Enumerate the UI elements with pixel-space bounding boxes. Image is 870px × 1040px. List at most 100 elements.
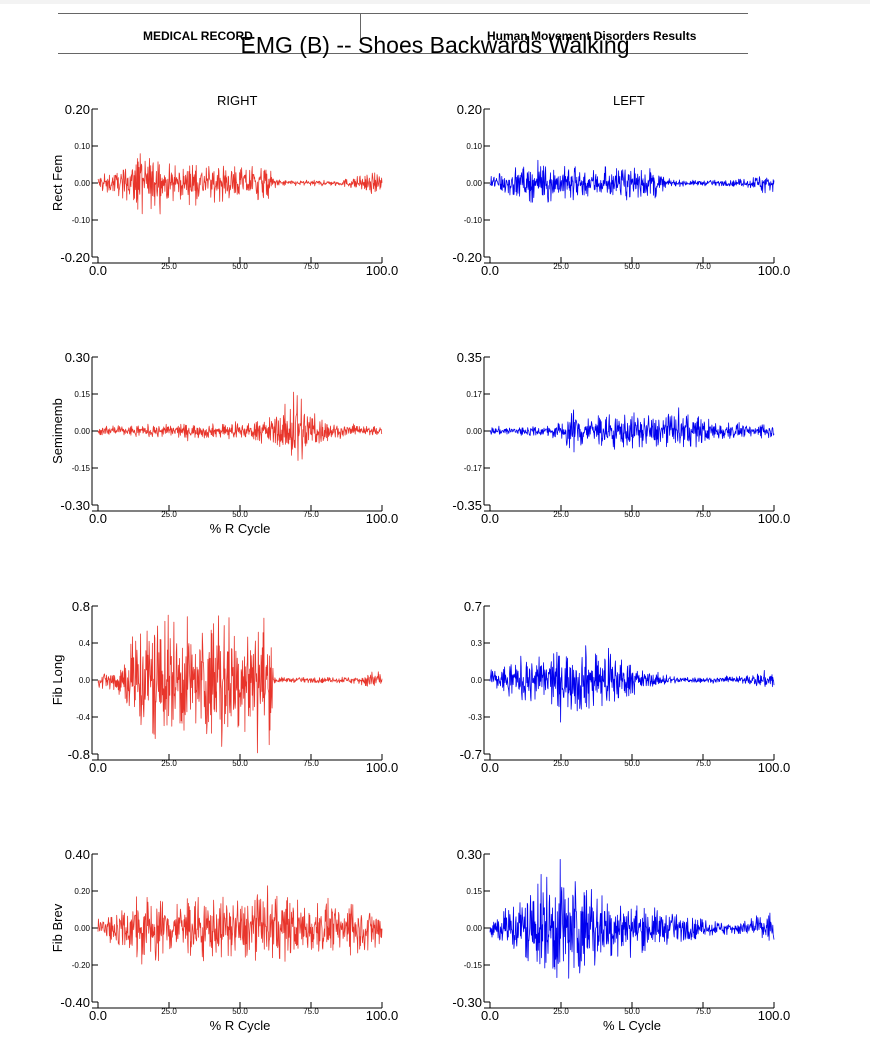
y-tick-label-right-0: 0.00 bbox=[74, 179, 90, 188]
y-tick-label-right-3: 0.00 bbox=[74, 924, 90, 933]
emg-trace-right-2 bbox=[97, 614, 383, 754]
x-tick-label-left-0: 50.0 bbox=[624, 262, 640, 271]
y-tick-label-right-1: -0.15 bbox=[72, 464, 91, 473]
y-tick-label-left-2: 0.3 bbox=[471, 639, 483, 648]
y-tick-label-left-2: 0.0 bbox=[471, 676, 483, 685]
x-tick-label-left-2: 100.0 bbox=[758, 760, 791, 775]
y-tick-label-right-2: -0.8 bbox=[68, 747, 90, 762]
y-axis-label-right-0: Rect Fem bbox=[50, 155, 65, 211]
y-tick-label-right-1: 0.00 bbox=[74, 427, 90, 436]
x-tick-label-right-3: 75.0 bbox=[303, 1007, 319, 1016]
y-tick-label-left-3: -0.15 bbox=[464, 961, 483, 970]
y-tick-label-left-3: -0.30 bbox=[452, 995, 482, 1010]
x-tick-label-right-0: 100.0 bbox=[366, 263, 399, 278]
x-tick-label-left-2: 50.0 bbox=[624, 759, 640, 768]
emg-trace-left-2 bbox=[489, 645, 775, 723]
y-tick-label-left-3: 0.00 bbox=[466, 924, 482, 933]
y-tick-label-right-3: 0.40 bbox=[65, 847, 90, 862]
x-axis-label-left-3: % L Cycle bbox=[603, 1018, 661, 1033]
x-axis-label-right-3: % R Cycle bbox=[210, 1018, 271, 1033]
header-top-rule bbox=[58, 13, 748, 14]
emg-trace-left-1 bbox=[489, 407, 775, 453]
x-tick-label-left-0: 75.0 bbox=[695, 262, 711, 271]
emg-trace-right-1 bbox=[97, 391, 383, 461]
y-axis-label-right-3: Fib Brev bbox=[50, 903, 65, 952]
x-tick-label-right-2: 0.0 bbox=[89, 760, 107, 775]
y-tick-label-right-2: 0.4 bbox=[79, 639, 91, 648]
y-tick-label-right-2: 0.8 bbox=[72, 599, 90, 614]
x-tick-label-left-1: 25.0 bbox=[553, 510, 569, 519]
x-tick-label-right-1: 75.0 bbox=[303, 510, 319, 519]
right-column-heading: RIGHT bbox=[217, 93, 258, 108]
medical-record-label: MEDICAL RECORD bbox=[143, 29, 253, 43]
y-tick-label-right-1: 0.15 bbox=[74, 390, 90, 399]
y-tick-label-left-0: -0.20 bbox=[452, 250, 482, 265]
y-tick-label-right-2: -0.4 bbox=[76, 713, 90, 722]
y-tick-label-left-1: -0.17 bbox=[464, 464, 483, 473]
y-tick-label-right-1: -0.30 bbox=[60, 498, 90, 513]
x-tick-label-right-3: 0.0 bbox=[89, 1008, 107, 1023]
y-tick-label-left-1: 0.00 bbox=[466, 427, 482, 436]
x-tick-label-right-2: 25.0 bbox=[161, 759, 177, 768]
x-tick-label-right-1: 100.0 bbox=[366, 511, 399, 526]
y-tick-label-left-1: -0.35 bbox=[452, 498, 482, 513]
x-tick-label-left-1: 100.0 bbox=[758, 511, 791, 526]
x-tick-label-left-3: 100.0 bbox=[758, 1008, 791, 1023]
x-tick-label-left-3: 50.0 bbox=[624, 1007, 640, 1016]
page-title: EMG (B) -- Shoes Backwards Walking bbox=[240, 32, 630, 58]
y-tick-label-right-3: -0.20 bbox=[72, 961, 91, 970]
x-tick-label-left-2: 75.0 bbox=[695, 759, 711, 768]
x-tick-label-right-0: 75.0 bbox=[303, 262, 319, 271]
y-tick-label-left-1: 0.35 bbox=[457, 350, 482, 365]
y-tick-label-right-1: 0.30 bbox=[65, 350, 90, 365]
x-tick-label-right-0: 0.0 bbox=[89, 263, 107, 278]
x-tick-label-right-0: 50.0 bbox=[232, 262, 248, 271]
emg-trace-left-3 bbox=[489, 859, 775, 979]
top-strip bbox=[0, 0, 870, 4]
y-tick-label-right-0: -0.10 bbox=[72, 216, 91, 225]
x-tick-label-left-0: 25.0 bbox=[553, 262, 569, 271]
y-tick-label-right-0: 0.10 bbox=[74, 142, 90, 151]
emg-trace-right-3 bbox=[97, 885, 383, 965]
x-tick-label-left-1: 0.0 bbox=[481, 511, 499, 526]
x-tick-label-right-1: 25.0 bbox=[161, 510, 177, 519]
x-tick-label-right-2: 75.0 bbox=[303, 759, 319, 768]
y-tick-label-left-1: 0.17 bbox=[466, 390, 482, 399]
y-tick-label-left-0: 0.20 bbox=[457, 102, 482, 117]
x-tick-label-left-0: 0.0 bbox=[481, 263, 499, 278]
y-tick-label-right-2: 0.0 bbox=[79, 676, 91, 685]
header-bottom-rule bbox=[58, 53, 748, 54]
y-tick-label-left-0: 0.00 bbox=[466, 179, 482, 188]
x-tick-label-left-0: 100.0 bbox=[758, 263, 791, 278]
x-tick-label-right-3: 25.0 bbox=[161, 1007, 177, 1016]
emg-trace-left-0 bbox=[489, 159, 775, 203]
x-tick-label-left-3: 0.0 bbox=[481, 1008, 499, 1023]
y-tick-label-right-0: -0.20 bbox=[60, 250, 90, 265]
y-tick-label-right-3: -0.40 bbox=[60, 995, 90, 1010]
x-tick-label-right-0: 25.0 bbox=[161, 262, 177, 271]
x-tick-label-right-3: 100.0 bbox=[366, 1008, 399, 1023]
results-header-label: Human Movement Disorders Results bbox=[487, 29, 697, 43]
x-axis-label-right-1: % R Cycle bbox=[210, 521, 271, 536]
y-tick-label-left-3: 0.30 bbox=[457, 847, 482, 862]
y-tick-label-right-0: 0.20 bbox=[65, 102, 90, 117]
x-tick-label-left-1: 50.0 bbox=[624, 510, 640, 519]
x-tick-label-right-1: 50.0 bbox=[232, 510, 248, 519]
header-divider bbox=[360, 13, 361, 40]
x-tick-label-left-2: 0.0 bbox=[481, 760, 499, 775]
x-tick-label-left-3: 75.0 bbox=[695, 1007, 711, 1016]
x-tick-label-left-3: 25.0 bbox=[553, 1007, 569, 1016]
y-tick-label-left-0: 0.10 bbox=[466, 142, 482, 151]
y-axis-label-right-2: Fib Long bbox=[50, 655, 65, 706]
x-tick-label-left-2: 25.0 bbox=[553, 759, 569, 768]
y-tick-label-left-3: 0.15 bbox=[466, 887, 482, 896]
y-tick-label-left-0: -0.10 bbox=[464, 216, 483, 225]
x-tick-label-left-1: 75.0 bbox=[695, 510, 711, 519]
emg-trace-right-0 bbox=[97, 153, 383, 215]
y-axis-label-right-1: Semimemb bbox=[50, 398, 65, 464]
x-tick-label-right-2: 50.0 bbox=[232, 759, 248, 768]
x-tick-label-right-2: 100.0 bbox=[366, 760, 399, 775]
x-tick-label-right-1: 0.0 bbox=[89, 511, 107, 526]
y-tick-label-right-3: 0.20 bbox=[74, 887, 90, 896]
